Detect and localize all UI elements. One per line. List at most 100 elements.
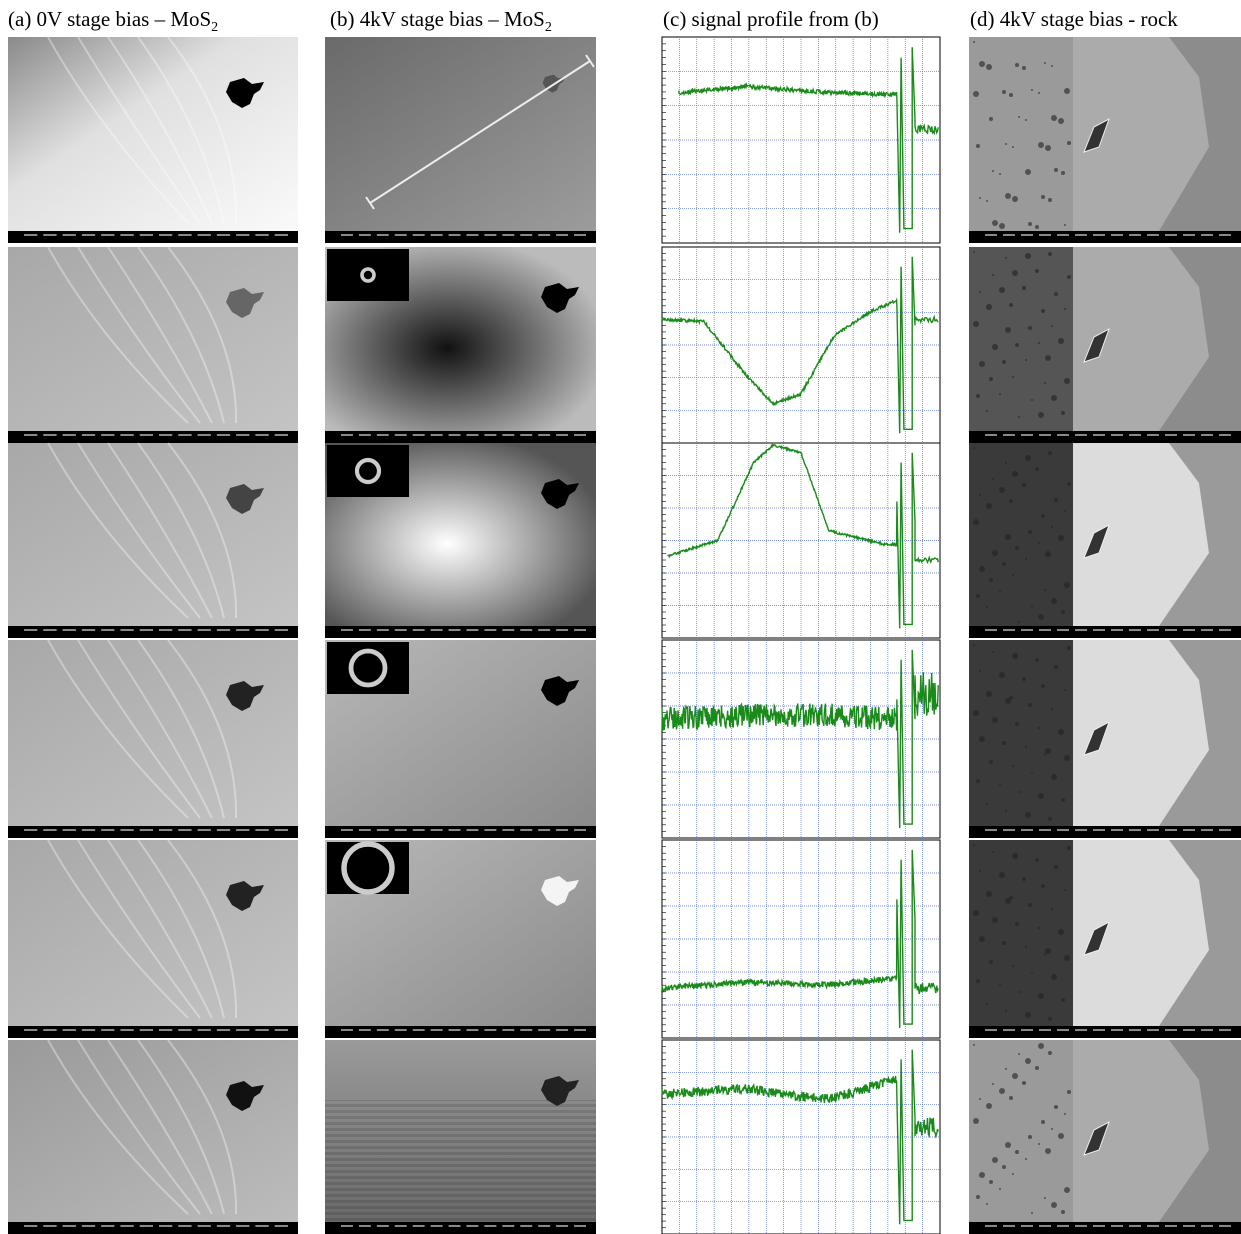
info-field [1075,234,1087,236]
info-field [413,1029,425,1031]
info-field [43,1029,56,1031]
info-field [395,234,407,236]
pore [1012,270,1018,276]
info-field [413,1225,425,1227]
panel-title: (d) 4kV stage bias - rock [970,7,1178,31]
info-field [431,629,443,631]
pore [1041,195,1045,199]
pore [1061,171,1065,175]
info-bar [325,1222,596,1234]
info-field [101,829,114,831]
sem-image [325,443,596,638]
info-field [140,234,153,236]
info-field [1165,629,1177,631]
info-field [275,434,288,436]
info-field [467,1029,479,1031]
pore [973,321,979,327]
pore [1035,658,1039,662]
pore [999,784,1001,786]
signal-profile [662,1040,940,1234]
figure: (a) 0V stage bias – MoS2 (b) 4kV stage b… [0,0,1241,1234]
pore [1018,791,1020,793]
pore [976,144,980,148]
pore [979,1098,981,1100]
info-field [556,234,568,236]
info-field [467,629,479,631]
pore [1044,589,1046,591]
pore [986,503,992,509]
info-field [502,829,514,831]
info-field [395,434,407,436]
info-field [359,434,371,436]
pore [986,691,992,697]
info-field [1219,234,1231,236]
info-field [63,234,76,236]
pore [1048,1017,1052,1021]
sem-image [969,37,1241,243]
signal-profile [662,840,940,1038]
info-field [395,1029,407,1031]
info-field [178,234,191,236]
pore [1064,889,1066,891]
info-field [1219,1225,1231,1227]
info-field [1219,829,1231,831]
pore [999,872,1005,878]
info-field [484,1225,496,1227]
info-field [43,829,56,831]
pore [1002,1165,1006,1169]
info-field [574,629,586,631]
pore [1044,382,1046,384]
pore [986,891,992,897]
pore [1067,275,1071,279]
info-bar [969,231,1241,243]
info-field [1093,434,1105,436]
sem-image [969,1040,1241,1234]
pore [1064,510,1066,512]
pore [1025,558,1027,560]
info-field [236,829,249,831]
pore [973,41,975,43]
info-field [236,1225,249,1227]
pore [1035,225,1039,229]
info-field [159,829,172,831]
pore [1015,722,1019,726]
pore [1002,741,1006,745]
sem-image [8,840,298,1038]
pore [1048,198,1052,202]
info-field [1165,234,1177,236]
pore [992,478,994,480]
sem-image [8,37,298,243]
info-field [1183,1029,1195,1031]
info-field [1003,629,1015,631]
info-field [377,829,389,831]
pore [1031,1212,1033,1214]
info-field [538,829,550,831]
pore [1061,1210,1065,1214]
pore [1002,562,1006,566]
info-field [1219,434,1231,436]
pore [979,736,985,742]
info-field [341,1225,353,1227]
info-field [985,1225,997,1227]
pore [989,1180,993,1184]
pore [1045,145,1051,151]
info-field [24,1029,37,1031]
info-field [1057,829,1069,831]
pore [1035,467,1039,471]
info-field [1057,234,1069,236]
pore [999,1188,1001,1190]
pore [979,566,985,572]
info-bar [8,626,298,638]
info-field [275,629,288,631]
pore [1048,1051,1052,1055]
info-field [1003,1029,1015,1031]
pore [1005,534,1011,540]
pore [1018,621,1020,623]
pore [976,779,980,783]
pore [1058,1133,1064,1139]
pore [973,447,975,449]
info-field [120,829,133,831]
pore [1028,530,1032,534]
pore [992,550,998,556]
info-field [1111,829,1123,831]
